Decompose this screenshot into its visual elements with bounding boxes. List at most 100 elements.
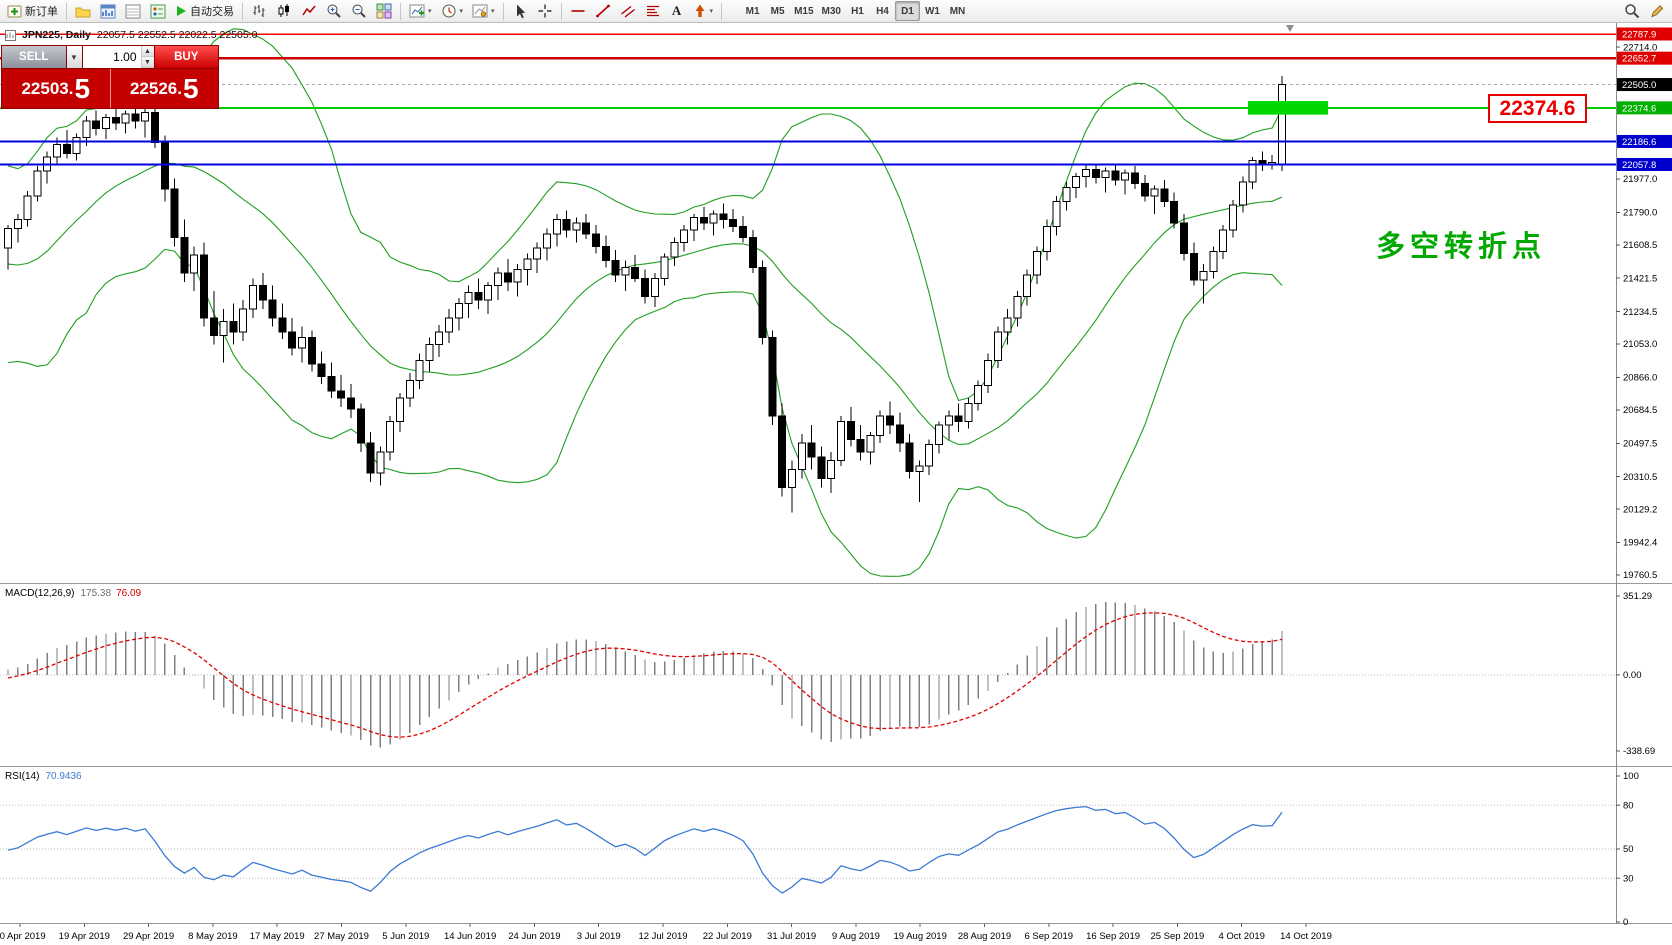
candles [4, 76, 1286, 513]
equidistant-channel-button[interactable] [616, 1, 640, 21]
chart-shift-marker[interactable] [1286, 25, 1294, 32]
price-callout[interactable]: 22374.6 [1488, 94, 1587, 123]
templates-button[interactable]: ▾ [468, 1, 499, 21]
cursor-button[interactable] [508, 1, 532, 21]
symbol-ohlc: 22057.5 22552.5 22022.5 22505.0 [96, 29, 258, 41]
rsi-indicator-label: RSI(14) 70.9436 [5, 771, 82, 782]
timeframe-group: M1 M5 M15 M30 H1 H4 D1 W1 MN [740, 1, 970, 21]
dropdown-caret[interactable]: ▾ [491, 8, 495, 15]
dropdown-caret[interactable]: ▾ [428, 8, 432, 15]
dropdown-caret[interactable]: ▾ [709, 8, 714, 15]
toolbar-separator [721, 2, 723, 20]
indicators-button[interactable]: ▾ [405, 1, 436, 21]
svg-text:12 Jul 2019: 12 Jul 2019 [638, 931, 687, 942]
svg-text:19 Aug 2019: 19 Aug 2019 [894, 931, 947, 942]
timeframe-h4[interactable]: H4 [876, 5, 889, 17]
rsi-value: 70.9436 [45, 771, 82, 782]
timeframe-w1[interactable]: W1 [924, 5, 940, 17]
svg-text:22374.6: 22374.6 [1622, 103, 1656, 114]
svg-text:31 Jul 2019: 31 Jul 2019 [767, 931, 816, 942]
navigator-button[interactable] [146, 1, 170, 21]
timeframe-m15[interactable]: M15 [794, 5, 814, 17]
crosshair-button[interactable] [533, 1, 557, 21]
search-button[interactable] [1620, 1, 1644, 21]
volume-value[interactable]: 1.00 [113, 50, 137, 64]
edit-button[interactable] [1645, 1, 1669, 21]
horizontal-line-objects[interactable] [0, 33, 1616, 166]
volume-field[interactable]: 1.00 ▲ ▼ [82, 46, 155, 68]
svg-text:30: 30 [1623, 873, 1634, 884]
order-type-dropdown[interactable]: ▼ [66, 46, 83, 68]
price-axis-labels: 22714.0 21977.0 21790.0 21608.5 21421.5 21234… [1616, 42, 1657, 581]
toolbar-separator [242, 2, 243, 20]
timeframe-m30[interactable]: M30 [821, 5, 841, 17]
svg-text:19760.5: 19760.5 [1623, 570, 1657, 581]
search-icon [1625, 4, 1640, 19]
svg-text:22787.9: 22787.9 [1622, 29, 1656, 40]
new-order-button[interactable]: 新订单 [3, 1, 62, 21]
svg-text:4 Oct 2019: 4 Oct 2019 [1218, 931, 1264, 942]
dropdown-caret[interactable]: ▾ [459, 8, 464, 15]
bar-chart-button[interactable] [247, 1, 271, 21]
svg-text:22714.0: 22714.0 [1623, 42, 1657, 53]
svg-text:27 May 2019: 27 May 2019 [314, 931, 369, 942]
one-click-trade-panel: SELL ▼ 1.00 ▲ ▼ BUY 22503. 5 22526. 5 [1, 45, 219, 109]
timeframe-h1[interactable]: H1 [851, 5, 864, 17]
volume-stepper[interactable]: ▲ ▼ [140, 46, 154, 68]
macd-axis-labels: 351.29 0.00 -338.69 [1616, 591, 1655, 757]
line-chart-button[interactable] [297, 1, 321, 21]
sell-price[interactable]: 22503. 5 [2, 69, 111, 108]
horizontal-line-icon [571, 10, 585, 12]
fibonacci-button[interactable] [641, 1, 665, 21]
tile-windows-icon [376, 3, 392, 19]
toolbar-separator [560, 2, 562, 20]
text-label-button[interactable]: A [666, 1, 688, 21]
svg-text:22652.7: 22652.7 [1622, 54, 1656, 65]
fibonacci-icon [646, 5, 659, 17]
timeframe-d1[interactable]: D1 [894, 1, 920, 21]
data-window-button[interactable] [121, 1, 145, 21]
zoom-out-button[interactable] [347, 1, 371, 21]
indicators-icon [409, 4, 425, 18]
zoom-in-button[interactable] [322, 1, 346, 21]
pencil-icon [1651, 5, 1664, 18]
autotrading-button[interactable]: 自动交易 [171, 1, 238, 21]
chart-canvas[interactable]: 22714.0 21977.0 21790.0 21608.5 21421.5 21234… [0, 23, 1672, 944]
panel-separators [0, 23, 1672, 924]
svg-text:20310.5: 20310.5 [1623, 472, 1657, 483]
sell-price-main: 22503. [21, 78, 74, 98]
svg-text:19942.4: 19942.4 [1623, 538, 1657, 549]
timeframe-m1[interactable]: M1 [745, 5, 760, 17]
timeframe-mn[interactable]: MN [949, 5, 966, 17]
arrow-object-icon [695, 4, 705, 17]
svg-text:6 Sep 2019: 6 Sep 2019 [1024, 931, 1073, 942]
sell-button[interactable]: SELL [2, 46, 67, 68]
trendline-button[interactable] [591, 1, 615, 21]
autotrading-label: 自动交易 [190, 6, 234, 18]
market-watch-button[interactable] [96, 1, 120, 21]
svg-text:21790.0: 21790.0 [1623, 208, 1657, 219]
toolbar-separator [400, 2, 401, 20]
horizontal-line-button[interactable] [566, 1, 590, 21]
volume-up[interactable]: ▲ [141, 46, 154, 57]
chart-icon [5, 29, 16, 41]
green-rectangle-object[interactable] [1248, 101, 1328, 115]
svg-text:20684.5: 20684.5 [1623, 405, 1657, 416]
tile-windows-button[interactable] [372, 1, 396, 21]
buy-price[interactable]: 22526. 5 [111, 69, 219, 108]
periods-button[interactable]: ▾ [437, 1, 468, 21]
clock-icon [442, 4, 456, 18]
macd-histogram [7, 602, 1283, 748]
arrows-button[interactable]: ▾ [689, 1, 718, 21]
svg-text:0: 0 [1623, 917, 1628, 928]
volume-down[interactable]: ▼ [141, 57, 154, 68]
svg-text:21053.0: 21053.0 [1623, 339, 1657, 350]
rsi-axis-labels: 100 80 50 30 0 [1616, 771, 1639, 928]
svg-text:10 Apr 2019: 10 Apr 2019 [0, 931, 46, 942]
symbol-title: JPN225, Daily [22, 29, 91, 41]
candlestick-chart-button[interactable] [272, 1, 296, 21]
timeframe-m5[interactable]: M5 [770, 5, 785, 17]
buy-button[interactable]: BUY [154, 46, 218, 68]
pivot-annotation: 多空转折点 [1376, 231, 1547, 263]
profiles-button[interactable] [71, 1, 95, 21]
